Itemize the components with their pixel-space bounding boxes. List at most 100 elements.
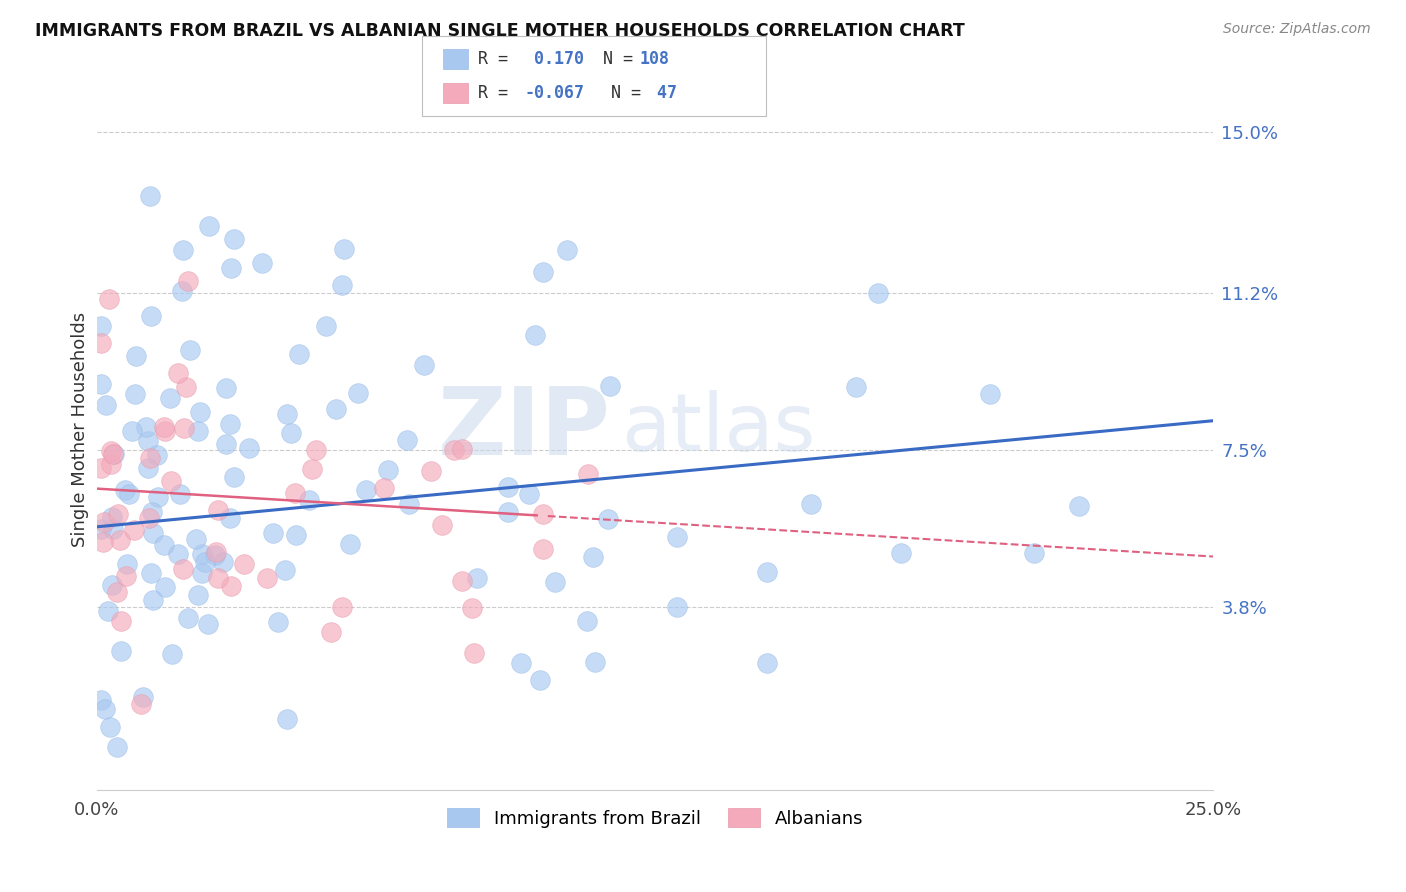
Point (194, 555, 217, 569)
Point (107, 507, 129, 521)
Point (284, 486, 307, 500)
Point (755, 566, 778, 580)
Point (262, 526, 284, 541)
Text: IMMIGRANTS FROM BRAZIL VS ALBANIAN SINGLE MOTHER HOUSEHOLDS CORRELATION CHART: IMMIGRANTS FROM BRAZIL VS ALBANIAN SINGL… (35, 22, 965, 40)
Text: R =: R = (478, 84, 517, 102)
Point (114, 483, 136, 497)
Point (187, 424, 209, 438)
Point (167, 366, 190, 380)
Point (186, 532, 208, 546)
Point (136, 434, 159, 448)
Point (172, 284, 194, 298)
Point (276, 407, 298, 421)
Point (93, 516, 115, 530)
Point (90, 318, 112, 333)
Point (146, 448, 169, 462)
Point (524, 327, 547, 342)
Point (301, 462, 323, 476)
Point (121, 424, 143, 438)
Point (496, 480, 519, 494)
Point (90, 693, 112, 707)
Text: -0.067: -0.067 (524, 84, 585, 102)
Point (267, 615, 290, 629)
Point (136, 461, 159, 475)
Point (519, 487, 541, 501)
Point (179, 343, 201, 357)
Point (207, 503, 229, 517)
Point (90, 335, 112, 350)
Point (101, 510, 124, 524)
Point (90, 461, 112, 475)
Point (166, 548, 188, 562)
Point (325, 402, 347, 417)
Point (599, 379, 621, 393)
Point (531, 542, 554, 557)
Point (315, 318, 337, 333)
Text: Source: ZipAtlas.com: Source: ZipAtlas.com (1223, 22, 1371, 37)
Point (100, 444, 122, 458)
Point (531, 264, 554, 278)
Point (219, 417, 242, 432)
Point (197, 219, 219, 233)
Point (576, 467, 599, 482)
Point (172, 243, 194, 257)
Point (117, 557, 139, 571)
Y-axis label: Single Mother Households: Single Mother Households (72, 311, 89, 547)
Point (280, 426, 302, 441)
Point (224, 232, 246, 246)
Text: N =: N = (583, 50, 644, 68)
Text: 0.170: 0.170 (534, 50, 585, 68)
Point (510, 656, 533, 670)
Point (555, 243, 578, 257)
Point (125, 349, 148, 363)
Point (583, 655, 606, 669)
Point (169, 487, 191, 501)
Point (90, 522, 112, 536)
Point (430, 518, 453, 533)
Point (755, 656, 778, 670)
Point (197, 617, 219, 632)
Text: R =: R = (478, 50, 529, 68)
Point (187, 588, 209, 602)
Point (138, 451, 160, 466)
Point (238, 441, 260, 455)
Point (373, 481, 395, 495)
Point (222, 470, 245, 484)
Point (219, 510, 242, 524)
Point (582, 550, 605, 565)
Point (155, 580, 177, 594)
Point (398, 497, 420, 511)
Point (1024, 546, 1046, 560)
Point (377, 463, 399, 477)
Point (321, 625, 343, 640)
Point (97, 604, 120, 618)
Point (666, 530, 689, 544)
Point (101, 447, 124, 461)
Text: ZIP: ZIP (437, 384, 610, 475)
Text: 108: 108 (640, 50, 669, 68)
Point (305, 442, 328, 457)
Point (465, 570, 488, 584)
Point (174, 380, 197, 394)
Point (544, 575, 567, 590)
Point (100, 578, 122, 592)
Point (451, 574, 474, 588)
Point (450, 442, 472, 457)
Point (132, 690, 155, 704)
Point (100, 458, 122, 472)
Point (129, 697, 152, 711)
Point (204, 548, 226, 562)
Point (98, 720, 121, 734)
Point (90, 376, 112, 391)
Point (413, 358, 436, 372)
Point (420, 464, 443, 478)
Point (135, 420, 157, 434)
Point (215, 381, 238, 395)
Point (172, 562, 194, 576)
Point (105, 584, 128, 599)
Point (146, 490, 169, 504)
Legend: Immigrants from Brazil, Albanians: Immigrants from Brazil, Albanians (440, 801, 870, 835)
Point (91, 535, 114, 549)
Point (297, 493, 319, 508)
Point (207, 571, 229, 585)
